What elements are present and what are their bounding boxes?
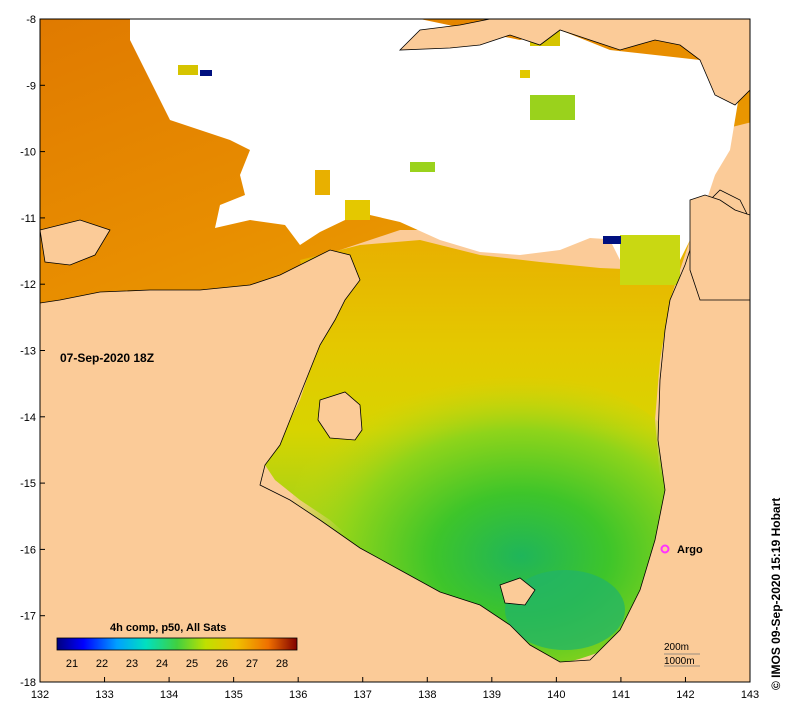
lat-tick-label: -16 <box>20 544 36 556</box>
lat-tick-label: -12 <box>20 279 36 291</box>
lon-tick-label: 134 <box>160 689 178 701</box>
lon-tick-label: 139 <box>483 689 501 701</box>
lat-tick-label: -17 <box>20 611 36 623</box>
sst-speckle <box>315 170 330 195</box>
colorbar-tick-label: 23 <box>126 658 138 670</box>
sst-speckle <box>520 70 530 78</box>
argo-label: Argo <box>677 544 703 556</box>
sst-speckle <box>603 236 621 244</box>
lon-tick-label: 138 <box>418 689 436 701</box>
date-label: 07-Sep-2020 18Z <box>60 351 154 365</box>
sst-speckle <box>620 235 680 285</box>
new-guinea-coast <box>398 19 750 106</box>
colorbar-ticks: 21 22 23 24 25 26 27 28 <box>66 658 288 670</box>
lat-tick-label: -15 <box>20 478 36 490</box>
lat-tick-label: -18 <box>20 677 36 689</box>
cape-york <box>689 194 750 301</box>
colorbar-tick-label: 27 <box>246 658 258 670</box>
sst-speckle <box>178 65 198 75</box>
lat-tick-label: -14 <box>20 412 36 424</box>
lon-tick-label: 137 <box>354 689 372 701</box>
lon-tick-label: 140 <box>547 689 565 701</box>
lon-tick-label: 143 <box>741 689 759 701</box>
lon-tick-label: 141 <box>612 689 630 701</box>
colorbar-tick-label: 25 <box>186 658 198 670</box>
colorbar <box>56 637 298 651</box>
lon-tick-label: 135 <box>224 689 242 701</box>
colorbar-tick-label: 21 <box>66 658 78 670</box>
lat-tick-label: -10 <box>20 147 36 159</box>
sst-speckle <box>530 95 575 120</box>
colorbar-tick-label: 22 <box>96 658 108 670</box>
groote-eylandt <box>317 391 363 441</box>
lon-tick-label: 136 <box>289 689 307 701</box>
argo-float-icon[interactable] <box>660 544 670 554</box>
lon-tick-label: 142 <box>676 689 694 701</box>
wellesley-islands <box>499 577 536 606</box>
credit-label: © IMOS 09-Sep-2020 15:19 Hobart <box>769 498 783 690</box>
colorbar-title: 4h comp, p50, All Sats <box>110 622 226 634</box>
lon-tick-label: 133 <box>95 689 113 701</box>
contour-200m-label: 200m <box>664 642 689 653</box>
colorbar-tick-label: 26 <box>216 658 228 670</box>
lat-tick-label: -8 <box>26 14 36 26</box>
longitude-axis: 132 133 134 135 136 137 138 139 140 141 142 143 <box>31 677 759 701</box>
cloud-mask-main <box>130 19 740 255</box>
lon-tick-label: 132 <box>31 689 49 701</box>
colorbar-tick-label: 24 <box>156 658 168 670</box>
sst-speckle <box>345 200 370 220</box>
lat-tick-label: -9 <box>26 80 36 92</box>
sst-speckle <box>200 70 212 76</box>
latitude-axis: -8 -9 -10 -11 -12 -13 -14 -15 -16 -17 -18 <box>20 14 45 689</box>
colorbar-tick-label: 28 <box>276 658 288 670</box>
lat-tick-label: -11 <box>21 213 36 225</box>
contour-1000m-label: 1000m <box>664 656 695 667</box>
tiwi-islands <box>40 219 111 266</box>
sst-speckle <box>410 162 435 172</box>
lat-tick-label: -13 <box>20 346 36 358</box>
